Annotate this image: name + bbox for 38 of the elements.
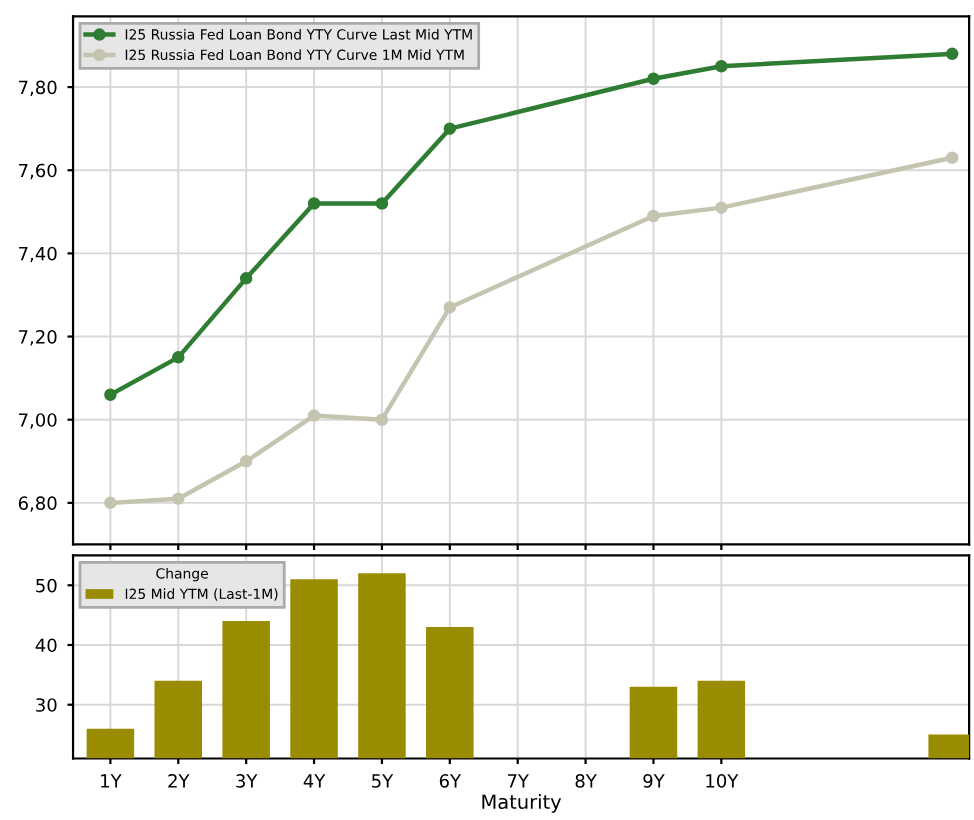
- point: [239, 272, 253, 285]
- point: [647, 72, 660, 86]
- point: [945, 47, 959, 61]
- point: [945, 151, 959, 165]
- x-tick-label: 4Y: [303, 774, 326, 788]
- point: [104, 388, 117, 402]
- y-tick-label: 7,20: [19, 330, 57, 346]
- y-tick-label: 30: [36, 698, 57, 712]
- point: [307, 409, 321, 422]
- point: [307, 197, 321, 210]
- point: [172, 351, 185, 364]
- point: [239, 455, 253, 468]
- x-tick-label: 2Y: [168, 774, 190, 788]
- point: [375, 413, 389, 426]
- y-tick-label: 7,80: [19, 80, 57, 97]
- x-tick-label: 9Y: [643, 774, 665, 788]
- point: [647, 209, 660, 223]
- y-tick-label: 50: [36, 578, 57, 593]
- point: [104, 496, 117, 510]
- point: [443, 301, 457, 314]
- y-tick-label: 7,60: [19, 163, 57, 180]
- point: [375, 197, 389, 210]
- point: [172, 492, 185, 505]
- y-tick-label: 7,40: [19, 246, 57, 263]
- x-tick-label: 7Y: [507, 774, 529, 788]
- y-tick-label: 6,80: [18, 496, 57, 512]
- x-tick-label: 6Y: [439, 774, 462, 788]
- point: [715, 60, 728, 73]
- x-tick-label: 10Y: [706, 774, 739, 788]
- y-tick-label: 40: [35, 638, 57, 653]
- x-axis-title: Maturity: [482, 794, 562, 813]
- y-tick-label: 7,00: [19, 413, 57, 429]
- x-tick-label: 8Y: [575, 774, 597, 788]
- point: [443, 122, 457, 135]
- point: [715, 201, 728, 214]
- x-tick-label: 5Y: [372, 774, 394, 788]
- x-tick-label: 3Y: [236, 774, 258, 788]
- x-tick-label: 1Y: [101, 774, 122, 788]
